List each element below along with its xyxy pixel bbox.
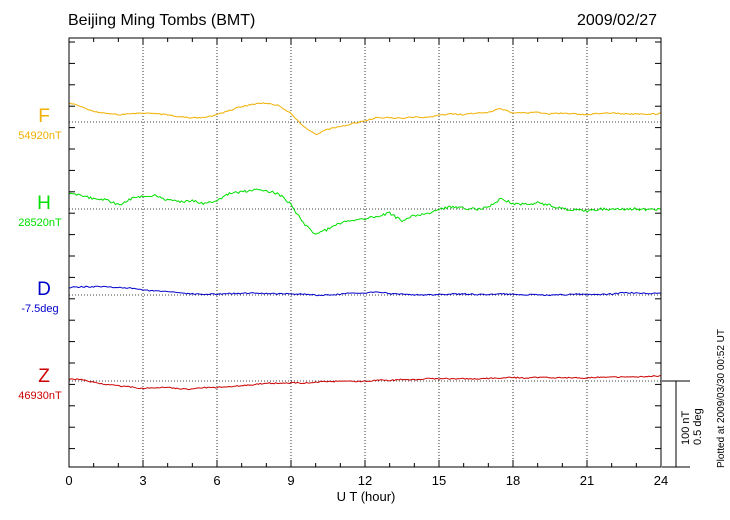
x-tick-label: 3: [139, 473, 146, 488]
x-tick-label: 21: [580, 473, 594, 488]
scale-bar-label: 100 nT 0.5 deg: [680, 408, 704, 445]
series-line-d: [69, 285, 662, 297]
series-baseline-h: 28520nT: [18, 217, 62, 229]
series-name-z: Z: [38, 366, 50, 387]
series-name-d: D: [37, 279, 51, 300]
x-tick-label: 9: [287, 473, 294, 488]
series-baseline-f: 54920nT: [18, 130, 62, 142]
series-name-f: F: [38, 106, 50, 127]
scale-bar-deg: 0.5 deg: [692, 408, 704, 445]
x-tick-labels: 0 3 6 9 12 15 18 21 24: [65, 473, 668, 488]
series-lines: [68, 102, 662, 391]
series-labels: F 54920nT H 28520nT D -7.5deg Z 46930nT: [18, 106, 62, 402]
x-axis-label: U T (hour): [337, 489, 396, 504]
series-baseline-d: -7.5deg: [21, 303, 58, 315]
plot-frame: [68, 37, 662, 468]
series-baseline-z: 46930nT: [18, 390, 62, 402]
x-tick-label: 6: [213, 473, 220, 488]
series-line-h: [68, 188, 662, 235]
x-tick-label: 24: [654, 473, 668, 488]
x-tick-label: 15: [432, 473, 446, 488]
x-tick-label: 12: [358, 473, 372, 488]
scale-bar-nt: 100 nT: [680, 410, 692, 445]
series-line-f: [68, 102, 662, 136]
station-title: Beijing Ming Tombs (BMT): [68, 12, 256, 29]
series-line-z: [68, 375, 662, 391]
x-tick-label: 18: [506, 473, 520, 488]
plotted-at-note: Plotted at 2009/03/30 00:52 UT: [716, 329, 727, 468]
x-tick-label: 0: [65, 473, 72, 488]
axis-ticks: [68, 38, 662, 467]
series-name-h: H: [37, 193, 51, 214]
date-title: 2009/02/27: [577, 12, 658, 29]
grid: [142, 38, 588, 467]
